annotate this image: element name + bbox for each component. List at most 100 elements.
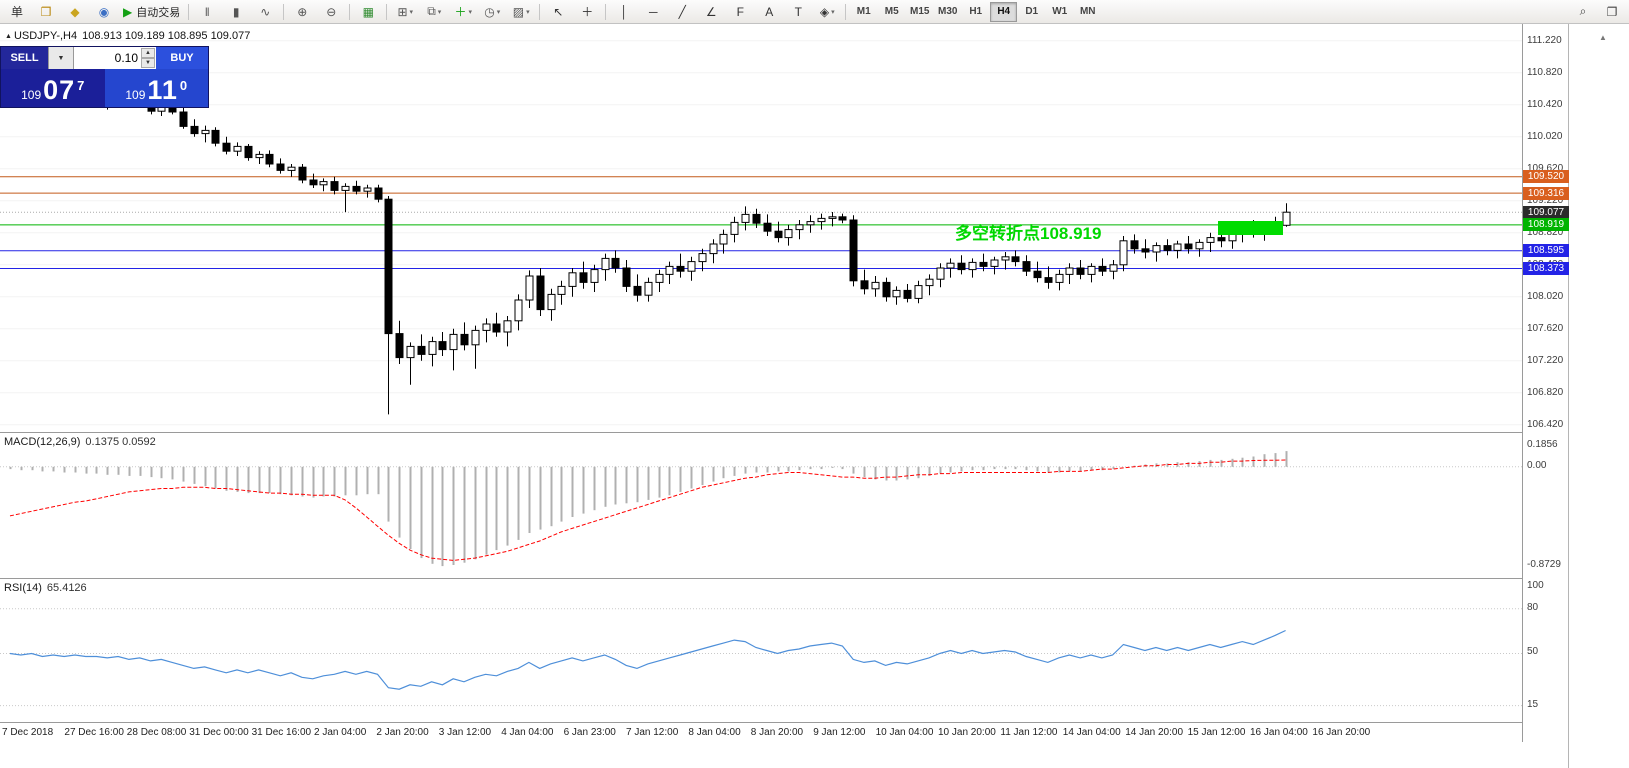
new-window-icon[interactable]: ❐ [1598, 1, 1626, 23]
horizontal-line-icon-glyph: ─ [648, 4, 658, 19]
time-label: 2 Jan 20:00 [376, 727, 429, 738]
time-axis[interactable]: 7 Dec 2018 27 Dec 16:00 28 Dec 08:00 31 Dec… [0, 722, 1568, 742]
templates-icon[interactable]: ▨ ▾ [507, 1, 535, 23]
zoom-in-icon[interactable]: ⊕ [288, 1, 316, 23]
price-scale-label: 108.020 [1527, 290, 1564, 302]
bar-chart-icon[interactable]: ‖ [193, 1, 221, 23]
shapes-icon[interactable]: ◈ ▾ [813, 1, 841, 23]
volume-increase-button[interactable]: ▲ [141, 48, 155, 58]
cursor-icon[interactable]: ↖ [544, 1, 572, 23]
new-chart-icon[interactable]: ⊞ ▾ [391, 1, 419, 23]
horizontal-level-lines[interactable] [0, 176, 1522, 270]
time-label: 8 Jan 20:00 [750, 727, 804, 738]
autotrading-button-label: 自动交易 [136, 6, 181, 19]
sell-price-main: 109 [21, 88, 42, 102]
timeframe-d1[interactable]: D1 [1025, 6, 1039, 17]
label-icon-glyph: T [794, 4, 802, 19]
price-scale-label: 108.820 [1527, 226, 1564, 238]
trendline-icon[interactable]: ╱ [668, 1, 696, 23]
timeframe-w1[interactable]: W1 [1052, 6, 1068, 17]
timeframe-m15[interactable]: M15 [910, 6, 930, 17]
rsi-label: RSI(14) [4, 582, 42, 594]
vertical-line-icon[interactable]: │ [610, 1, 638, 23]
periods-icon[interactable]: ◷ ▾ [478, 1, 506, 23]
timeframe-m30[interactable]: M30 [938, 6, 958, 17]
channel-icon[interactable]: ∠ [697, 1, 725, 23]
buy-button[interactable]: BUY [156, 47, 208, 69]
price-axis[interactable]: 111.220 110.820 110.420 110.020 109.620 109.2… [1522, 24, 1569, 742]
scroll-up-icon[interactable]: ▲ [1599, 33, 1607, 42]
macd-scale-label: 0.00 [1527, 459, 1547, 471]
toolbar-separator [386, 3, 388, 20]
shapes-icon-dropdown-icon: ▾ [831, 8, 835, 16]
timeframe-h4[interactable]: H4 [990, 1, 1018, 22]
fibonacci-icon[interactable]: F [726, 1, 754, 23]
periods-icon-dropdown-icon: ▾ [496, 8, 501, 16]
grid-lines [0, 40, 1522, 426]
price-scale-label: 106.820 [1527, 386, 1564, 398]
timeframe-mn[interactable]: MN [1079, 6, 1096, 17]
new-order-button[interactable]: 单 [3, 1, 31, 23]
line-chart-icon[interactable]: ∿ [251, 1, 279, 23]
profiles-icon-glyph: ◆ [70, 4, 80, 19]
main-chart-canvas[interactable] [0, 24, 1522, 432]
buy-price-sup: 0 [179, 78, 188, 93]
time-label: 31 Dec 00:00 [189, 727, 249, 738]
volume-dropdown-button[interactable]: ▼ [48, 47, 74, 69]
time-label: 3 Jan 12:00 [438, 727, 492, 738]
timeframe-m5[interactable]: M5 [884, 6, 899, 17]
sell-price-display[interactable]: 109 07 7 [1, 69, 105, 107]
price-scale-label: 109.220 [1527, 194, 1564, 206]
macd-canvas[interactable] [0, 433, 1522, 578]
timeframe-m1[interactable]: M1 [856, 6, 871, 17]
volume-decrease-button[interactable]: ▼ [141, 58, 155, 68]
timeframe-h1[interactable]: H1 [969, 6, 983, 17]
time-label: 9 Jan 12:00 [813, 727, 866, 738]
text-icon[interactable]: A [755, 1, 783, 23]
buy-price-big: 11 [147, 75, 178, 105]
templates-icon-glyph: ▨ [512, 4, 525, 19]
sell-price-sup: 7 [77, 78, 85, 93]
autotrading-button[interactable]: ▶ 自动交易 [119, 1, 184, 23]
time-label: 27 Dec 16:00 [64, 727, 124, 738]
profiles-icon[interactable]: ◆ [61, 1, 89, 23]
rsi-indicator-pane[interactable]: RSI(14) 65.4126 [0, 578, 1522, 722]
rsi-canvas[interactable] [0, 579, 1522, 722]
toolbar-separator [605, 3, 607, 20]
macd-label: MACD(12,26,9) [4, 436, 81, 448]
main-chart-pane[interactable]: ▲ USDJPY-,H4 108.913 109.189 108.895 109.0… [0, 24, 1522, 432]
profile-menu-icon-dropdown-icon: ▾ [437, 8, 442, 16]
chevron-down-icon: ▼ [57, 54, 65, 62]
price-tag: 109.520 [1523, 170, 1569, 184]
tile-windows-icon[interactable]: ▦ [354, 1, 382, 23]
symbol-marker-icon: ▲ [5, 33, 12, 40]
indicators-icon[interactable]: ＋ ▾ [449, 1, 477, 23]
sell-button[interactable]: SELL [1, 47, 48, 69]
time-label: 15 Jan 12:00 [1187, 727, 1246, 738]
price-tag: 109.316 [1523, 186, 1569, 200]
time-label: 16 Jan 20:00 [1312, 727, 1371, 738]
line-chart-icon-glyph: ∿ [260, 4, 271, 19]
terminal-icon[interactable]: ◉ [90, 1, 118, 23]
profile-menu-icon[interactable]: ⧉ ▾ [420, 1, 448, 23]
time-label: 10 Jan 20:00 [938, 727, 996, 738]
new-chart-icon-dropdown-icon: ▾ [409, 8, 414, 16]
price-tag: 108.919 [1523, 218, 1569, 232]
candlestick-chart-icon[interactable]: ▮ [222, 1, 250, 23]
macd-indicator-pane[interactable]: MACD(12,26,9) 0.1375 0.0592 [0, 432, 1522, 578]
turning-point-annotation[interactable]: 多空转折点108.919 [955, 224, 1102, 243]
volume-input[interactable] [74, 47, 156, 69]
time-label: 4 Jan 04:00 [501, 727, 554, 738]
zoom-out-icon-glyph: ⊖ [326, 4, 337, 19]
channel-icon-glyph: ∠ [705, 4, 717, 19]
crosshair-icon[interactable]: ＋ [573, 1, 601, 23]
buy-price-display[interactable]: 109 11 0 [104, 69, 208, 107]
zoom-out-icon[interactable]: ⊖ [317, 1, 345, 23]
search-icon[interactable]: ⌕ [1569, 1, 1597, 23]
time-label: 7 Jan 12:00 [626, 727, 679, 738]
label-icon[interactable]: T [784, 1, 812, 23]
horizontal-line-icon[interactable]: ─ [639, 1, 667, 23]
chart-window-icon[interactable]: ❒ [32, 1, 60, 23]
highlight-rectangle[interactable] [1218, 221, 1283, 235]
